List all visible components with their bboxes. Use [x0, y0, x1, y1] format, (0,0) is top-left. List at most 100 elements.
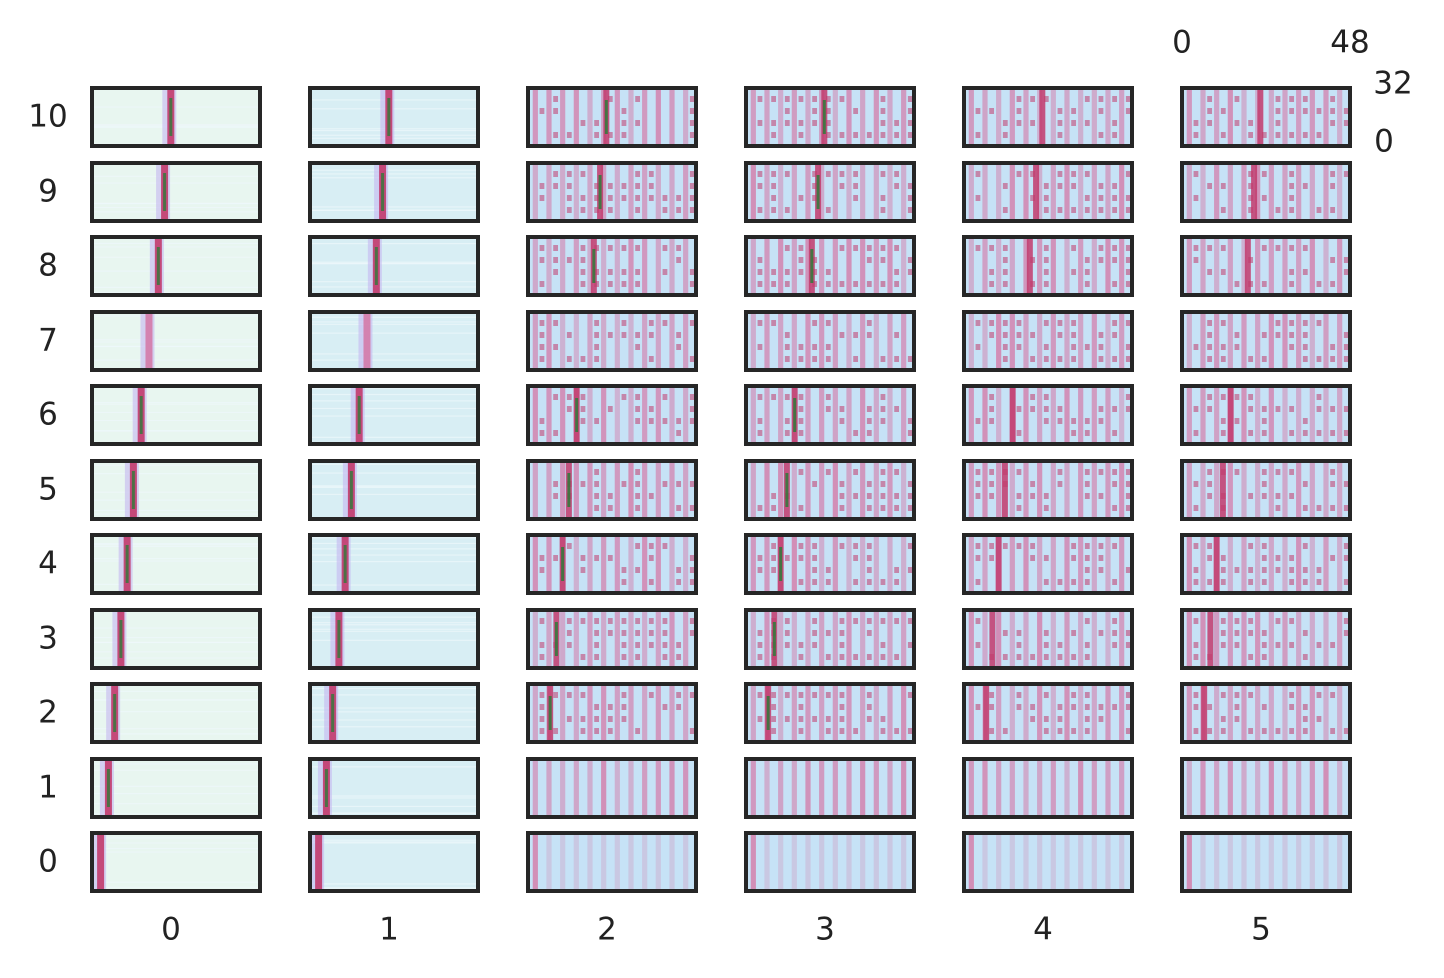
band-dot	[798, 194, 804, 201]
heatmap-panel-image	[748, 835, 912, 889]
band-peak	[349, 470, 353, 509]
band-stripe	[560, 462, 566, 517]
band-dot	[1275, 108, 1281, 114]
band-dot	[1112, 245, 1118, 251]
band-dot	[1030, 555, 1036, 561]
band-stripe	[1268, 686, 1274, 740]
band-dot	[757, 120, 763, 126]
band-dot	[866, 492, 872, 499]
band-dot	[784, 269, 790, 275]
band-stripe	[873, 90, 879, 144]
heatmap-panel	[90, 682, 262, 744]
band-dot	[1016, 331, 1022, 338]
band-dot	[839, 331, 845, 338]
band-dot	[880, 120, 886, 126]
band-dot	[866, 281, 872, 287]
band-dot	[1016, 319, 1022, 326]
band-dot	[1002, 132, 1008, 138]
band-dot	[894, 120, 900, 126]
band-dot	[1248, 194, 1254, 201]
band-dot	[1016, 108, 1022, 114]
heatmap-panel	[90, 86, 262, 148]
row-label: 4	[38, 545, 58, 582]
band-dot	[784, 170, 790, 177]
panel-background	[94, 462, 258, 517]
band-stripe	[887, 313, 893, 368]
heatmap-panel-image	[530, 760, 694, 815]
band-stripe	[532, 611, 538, 666]
band-dot	[839, 504, 845, 511]
heatmap-panel	[1180, 533, 1352, 595]
band-stripe	[1023, 760, 1029, 815]
band-dot	[1084, 543, 1090, 549]
band-dot	[566, 355, 572, 362]
panel-background	[312, 313, 476, 368]
band-dot	[1084, 579, 1090, 585]
band-stripe	[1241, 835, 1247, 889]
band-dot	[798, 653, 804, 660]
heatmap-panel	[90, 756, 262, 819]
band-dot	[907, 206, 912, 213]
band-dot	[1261, 543, 1267, 549]
band-dot	[812, 641, 818, 648]
band-dot	[648, 406, 654, 412]
band-dot	[1289, 492, 1295, 499]
band-stripe	[573, 611, 579, 666]
band-dot	[839, 132, 845, 138]
band-dot	[1016, 504, 1022, 511]
band-peak	[343, 545, 347, 583]
band-dot	[1207, 343, 1213, 350]
band-stripe	[805, 760, 811, 815]
band-dot	[635, 629, 641, 636]
band-dot	[566, 629, 572, 636]
highlight-peak	[554, 621, 558, 656]
band-dot	[853, 245, 859, 251]
band-stripe	[642, 462, 648, 517]
highlight-band	[1039, 90, 1046, 144]
band-stripe	[1309, 90, 1315, 144]
band-dot	[662, 194, 668, 201]
band-stripe	[1255, 164, 1261, 219]
band-dot	[839, 704, 845, 710]
band-dot	[907, 492, 912, 499]
band-stripe	[1037, 835, 1043, 889]
band-dot	[635, 468, 641, 475]
band-dot	[907, 567, 912, 573]
background-streak	[94, 812, 258, 814]
band-dot	[1084, 281, 1090, 287]
band-stripe	[1078, 537, 1084, 591]
background-streak	[312, 630, 476, 632]
band-dot	[566, 406, 572, 412]
band-stripe	[819, 611, 825, 666]
background-streak	[94, 802, 258, 804]
band-stripe	[1091, 760, 1097, 815]
band-dot	[539, 194, 545, 201]
band-dot	[1071, 418, 1077, 424]
band-dot	[1343, 170, 1348, 177]
band-dot	[662, 319, 668, 326]
band-stripe	[669, 760, 675, 815]
band-dot	[1261, 430, 1267, 436]
band-dot	[539, 641, 545, 648]
band-stripe	[1241, 313, 1247, 368]
heatmap-panel-image	[94, 239, 258, 293]
highlight-peak	[810, 249, 814, 283]
band-stripe	[1009, 164, 1015, 219]
band-stripe	[1323, 90, 1329, 144]
background-streak	[94, 512, 258, 515]
background-streak	[312, 584, 476, 586]
band-stripe	[1023, 835, 1029, 889]
band-dot	[1220, 269, 1226, 275]
band-dot	[1030, 394, 1036, 400]
band-stripe	[669, 537, 675, 591]
band-stripe	[560, 313, 566, 368]
highlight-peak	[604, 100, 608, 134]
band-dot	[621, 716, 627, 722]
band-stripe	[846, 239, 852, 293]
band-dot	[975, 492, 981, 499]
band-dot	[1275, 567, 1281, 573]
band-stripe	[1037, 462, 1043, 517]
band-dot	[1316, 504, 1322, 511]
band-dot	[784, 629, 790, 636]
band-dot	[1125, 480, 1130, 487]
